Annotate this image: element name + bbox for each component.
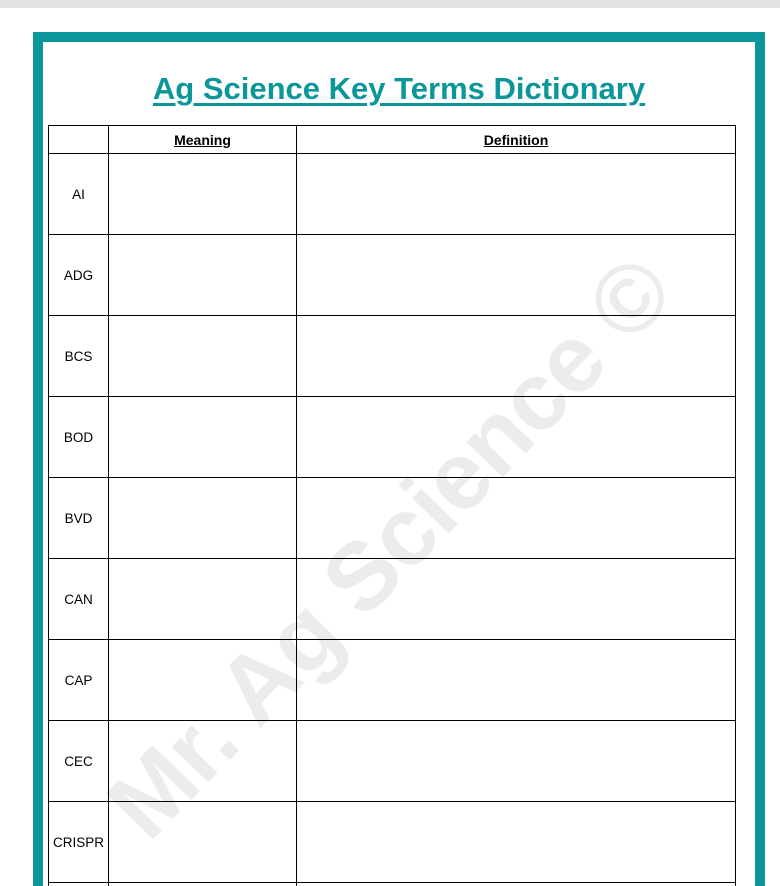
definition-cell [296, 477, 736, 559]
term-cell [48, 882, 109, 886]
definition-cell [296, 234, 736, 316]
table-row: BVD [48, 477, 736, 559]
table-header: Meaning Definition [48, 125, 736, 154]
definition-cell [296, 882, 736, 886]
meaning-cell [108, 234, 297, 316]
key-terms-table: Meaning Definition AI ADG BCS BOD BVD CA… [48, 125, 736, 886]
term-cell: CEC [48, 720, 109, 802]
table-row: CAP [48, 639, 736, 721]
table-row: CEC [48, 720, 736, 802]
table-row: BCS [48, 315, 736, 397]
table-row: CRISPR [48, 801, 736, 883]
table-body: AI ADG BCS BOD BVD CAN CAP [48, 153, 736, 886]
meaning-cell [108, 720, 297, 802]
definition-column-header: Definition [296, 125, 736, 154]
term-cell: BVD [48, 477, 109, 559]
meaning-cell [108, 882, 297, 886]
meaning-cell [108, 315, 297, 397]
table-row: CAN [48, 558, 736, 640]
term-cell: BOD [48, 396, 109, 478]
meaning-cell [108, 558, 297, 640]
table-row: BOD [48, 396, 736, 478]
meaning-cell [108, 801, 297, 883]
table-row: ADG [48, 234, 736, 316]
term-cell: CAP [48, 639, 109, 721]
meaning-cell [108, 639, 297, 721]
definition-cell [296, 720, 736, 802]
term-cell: AI [48, 153, 109, 235]
meaning-cell [108, 153, 297, 235]
definition-cell [296, 558, 736, 640]
table-row: AI [48, 153, 736, 235]
page-top-edge [0, 0, 780, 8]
term-column-header [48, 125, 109, 154]
term-cell: CRISPR [48, 801, 109, 883]
definition-cell [296, 639, 736, 721]
definition-cell [296, 396, 736, 478]
table-row [48, 882, 736, 886]
meaning-cell [108, 477, 297, 559]
definition-cell [296, 801, 736, 883]
term-cell: CAN [48, 558, 109, 640]
term-cell: ADG [48, 234, 109, 316]
meaning-column-header: Meaning [108, 125, 297, 154]
definition-cell [296, 315, 736, 397]
term-cell: BCS [48, 315, 109, 397]
page-title: Ag Science Key Terms Dictionary [152, 71, 646, 106]
table-header-row: Meaning Definition [48, 125, 736, 154]
definition-cell [296, 153, 736, 235]
meaning-cell [108, 396, 297, 478]
